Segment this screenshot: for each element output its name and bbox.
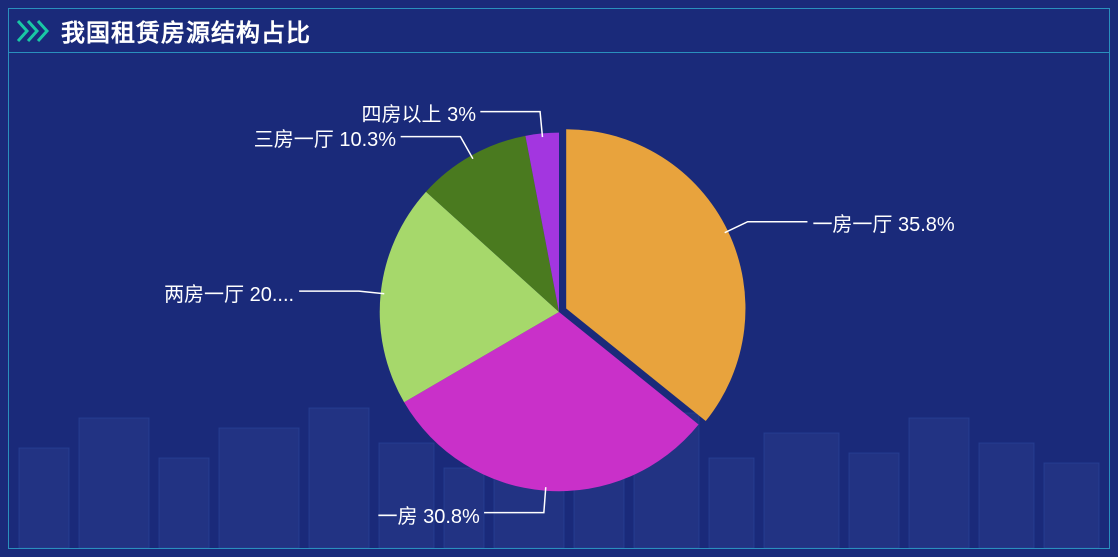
leader-line [480, 112, 542, 137]
chart-panel: 我国租赁房源结构占比 一房一厅 35 [8, 8, 1110, 549]
leader-line [299, 291, 384, 294]
leader-line [484, 487, 546, 512]
slice-label: 三房一厅 10.3% [254, 123, 396, 152]
slice-label: 一房 30.8% [378, 500, 480, 529]
slice-label: 一房一厅 35.8% [812, 208, 954, 237]
leader-line [725, 222, 808, 233]
leader-line [401, 137, 473, 159]
slice-label: 两房一厅 20.... [164, 278, 294, 307]
chevron-icon [17, 20, 53, 42]
slice-label: 四房以上 3% [362, 98, 476, 127]
panel-header: 我国租赁房源结构占比 [9, 9, 1109, 53]
panel-title: 我国租赁房源结构占比 [61, 13, 311, 48]
chart-area: 一房一厅 35.8% 一房 30.8% 两房一厅 20.... 三房一厅 10.3%四… [9, 53, 1109, 548]
